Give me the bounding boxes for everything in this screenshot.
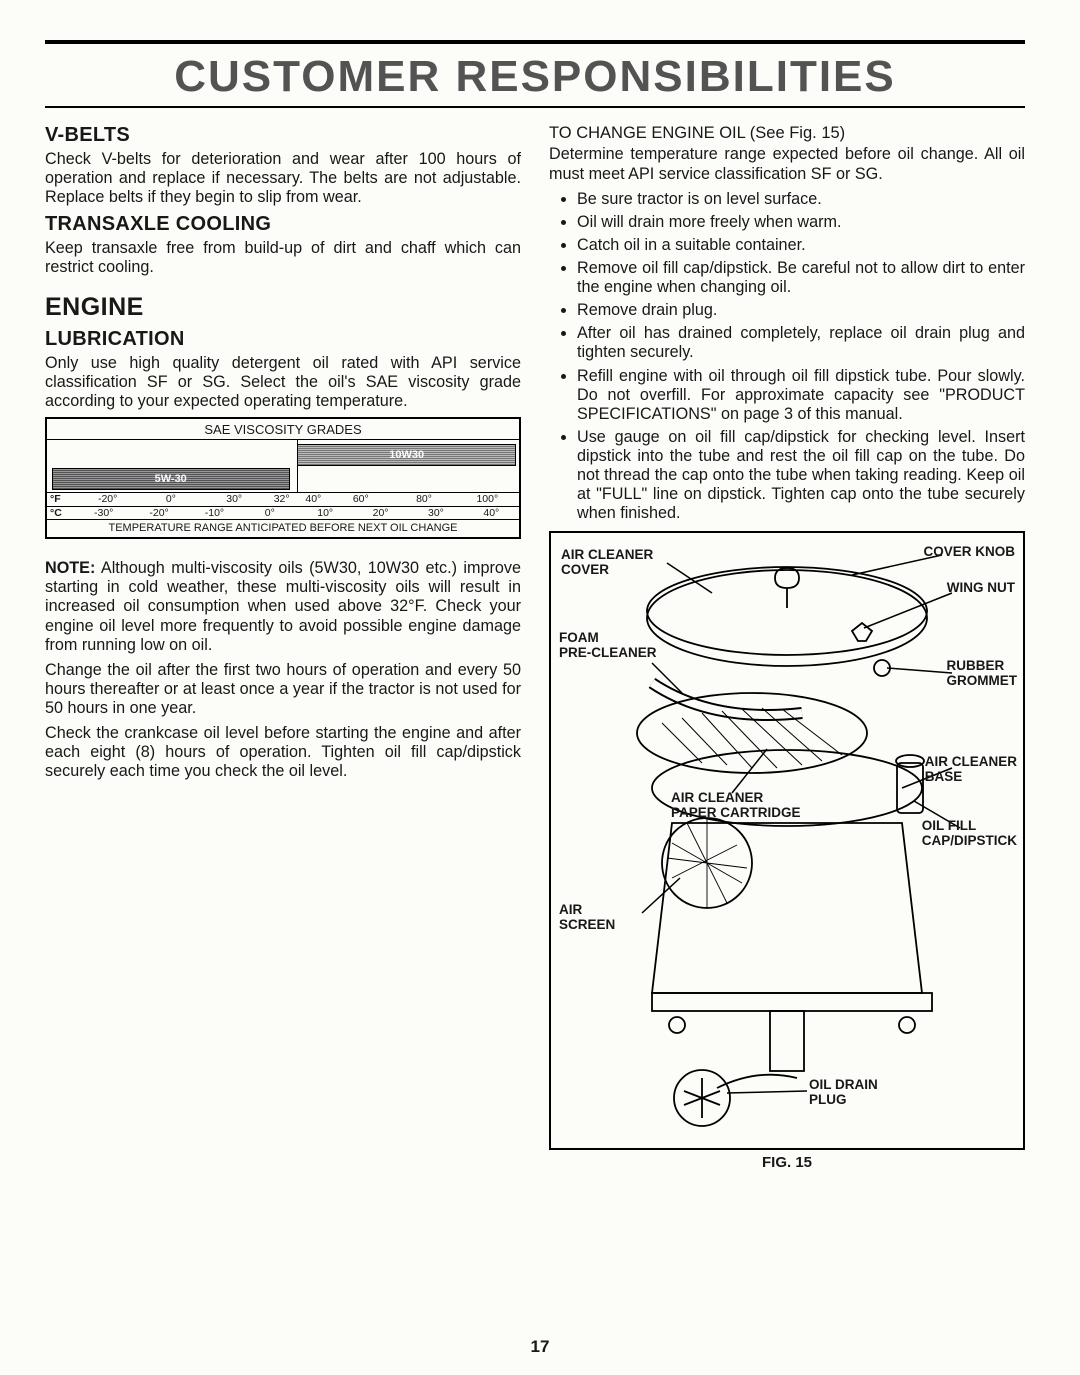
label-rubber-grommet: RUBBER GROMMET bbox=[947, 659, 1018, 687]
label-air-screen: AIR SCREEN bbox=[559, 903, 615, 931]
lubrication-body: Only use high quality detergent oil rate… bbox=[45, 354, 521, 411]
engine-heading: ENGINE bbox=[45, 293, 521, 323]
label-cover-knob: COVER KNOB bbox=[923, 545, 1015, 559]
change-oil-intro: Determine temperature range expected bef… bbox=[549, 145, 1025, 183]
label-foam-precleaner: FOAM PRE-CLEANER bbox=[559, 631, 657, 659]
list-item: After oil has drained completely, replac… bbox=[577, 324, 1025, 362]
label-air-cleaner-cartridge: AIR CLEANER PAPER CARTRIDGE bbox=[671, 791, 801, 819]
list-item: Catch oil in a suitable container. bbox=[577, 236, 1025, 255]
change-oil-para: Change the oil after the first two hours… bbox=[45, 661, 521, 718]
oil-change-steps: Be sure tractor is on level surface. Oil… bbox=[549, 190, 1025, 524]
sae-viscosity-chart: SAE VISCOSITY GRADES 10W30 5W-30 °F -20°… bbox=[45, 417, 521, 539]
crankcase-para: Check the crankcase oil level before sta… bbox=[45, 724, 521, 781]
lubrication-heading: LUBRICATION bbox=[45, 328, 521, 352]
change-oil-heading: TO CHANGE ENGINE OIL (See Fig. 15) bbox=[549, 124, 1025, 143]
figure-15: AIR CLEANER COVER COVER KNOB WING NUT FO… bbox=[549, 531, 1025, 1150]
list-item: Remove drain plug. bbox=[577, 301, 1025, 320]
list-item: Remove oil fill cap/dipstick. Be careful… bbox=[577, 259, 1025, 297]
sae-title: SAE VISCOSITY GRADES bbox=[47, 419, 519, 440]
note-para: NOTE: Although multi-viscosity oils (5W3… bbox=[45, 559, 521, 655]
list-item: Use gauge on oil fill cap/dipstick for c… bbox=[577, 428, 1025, 524]
label-wing-nut: WING NUT bbox=[947, 581, 1015, 595]
sae-bar-5w30: 5W-30 bbox=[52, 468, 290, 490]
transaxle-heading: TRANSAXLE COOLING bbox=[45, 213, 521, 237]
right-column: TO CHANGE ENGINE OIL (See Fig. 15) Deter… bbox=[549, 118, 1025, 1172]
list-item: Refill engine with oil through oil fill … bbox=[577, 367, 1025, 424]
sae-bar-10w30: 10W30 bbox=[297, 444, 516, 466]
label-air-cleaner-base: AIR CLEANER BASE bbox=[925, 755, 1017, 783]
list-item: Be sure tractor is on level surface. bbox=[577, 190, 1025, 209]
left-column: V-BELTS Check V-belts for deterioration … bbox=[45, 118, 521, 1172]
vbelts-heading: V-BELTS bbox=[45, 124, 521, 148]
list-item: Oil will drain more freely when warm. bbox=[577, 213, 1025, 232]
label-oil-fill: OIL FILL CAP/DIPSTICK bbox=[922, 819, 1017, 847]
page-number: 17 bbox=[0, 1337, 1080, 1357]
sae-footer: TEMPERATURE RANGE ANTICIPATED BEFORE NEX… bbox=[47, 520, 519, 537]
sae-row-f: °F -20° 0° 30° 32° 40° 60° 80° 100° bbox=[47, 493, 519, 506]
page-title: CUSTOMER RESPONSIBILITIES bbox=[45, 46, 1025, 106]
transaxle-body: Keep transaxle free from build-up of dir… bbox=[45, 239, 521, 277]
vbelts-body: Check V-belts for deterioration and wear… bbox=[45, 150, 521, 207]
figure-caption: FIG. 15 bbox=[549, 1154, 1025, 1172]
label-air-cleaner-cover: AIR CLEANER COVER bbox=[561, 548, 653, 576]
label-oil-drain: OIL DRAIN PLUG bbox=[809, 1078, 878, 1106]
sae-row-c: °C -30° -20° -10° 0° 10° 20° 30° 40° bbox=[47, 507, 519, 520]
